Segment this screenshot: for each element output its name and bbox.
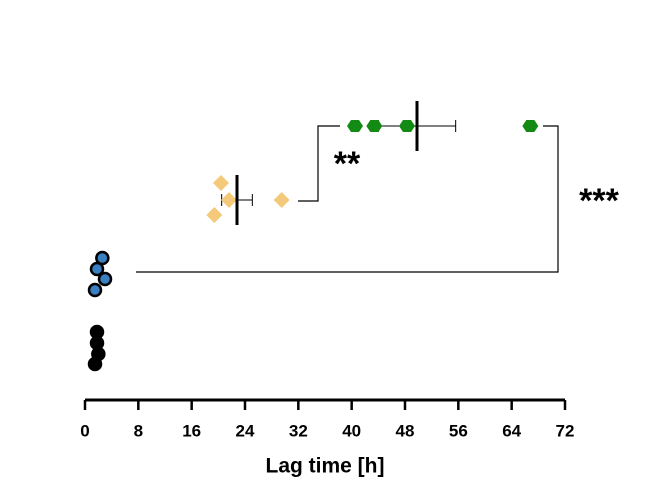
point [347, 119, 363, 133]
x-tick-label: 0 [80, 421, 89, 440]
point [213, 175, 229, 191]
point [87, 282, 103, 298]
point [221, 192, 237, 208]
x-tick-label: 56 [449, 421, 468, 440]
x-tick-label: 72 [556, 421, 575, 440]
point [399, 119, 415, 133]
x-tick-label: 64 [502, 421, 521, 440]
annotation: ** [334, 145, 361, 183]
x-tick-label: 16 [182, 421, 201, 440]
x-tick-label: 8 [134, 421, 143, 440]
point [522, 119, 539, 133]
x-tick-label: 40 [342, 421, 361, 440]
bracket [136, 125, 559, 273]
x-axis-label: Lag time [h] [266, 455, 385, 478]
point [206, 207, 223, 223]
point [366, 119, 383, 133]
annotation: *** [579, 182, 619, 220]
bracket [298, 125, 340, 202]
point [95, 250, 110, 266]
point [273, 192, 290, 208]
x-tick-label: 24 [236, 421, 255, 440]
x-tick-label: 32 [289, 421, 308, 440]
point [97, 271, 113, 287]
point [87, 356, 103, 372]
point [89, 261, 105, 277]
x-tick-label: 48 [396, 421, 415, 440]
significance-brackets [136, 125, 559, 273]
